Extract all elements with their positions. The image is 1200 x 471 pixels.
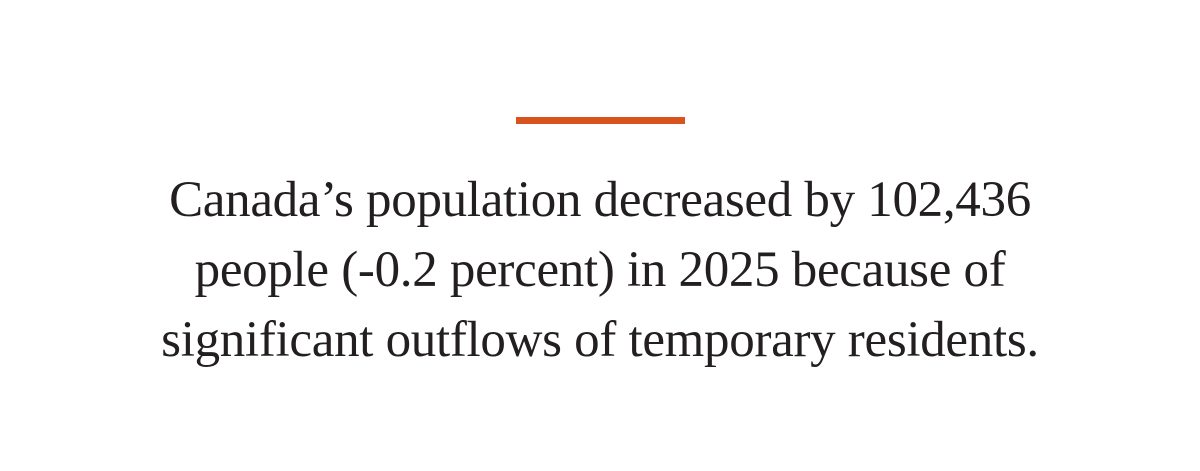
quote-line-3: significant outflows of temporary reside… — [161, 312, 1039, 368]
accent-rule — [516, 117, 685, 124]
pull-quote-text: Canada’s population decreased by 102,436… — [60, 165, 1140, 375]
quote-line-2: people (-0.2 percent) in 2025 because of — [194, 242, 1006, 298]
quote-line-1: Canada’s population decreased by 102,436 — [169, 172, 1031, 228]
